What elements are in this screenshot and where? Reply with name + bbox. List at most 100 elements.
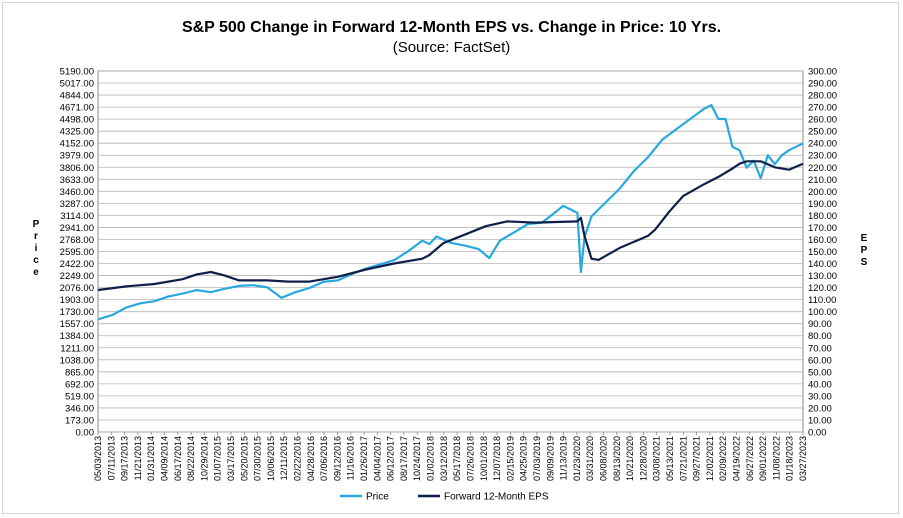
x-tick-label: 11/13/2019 [559,436,569,480]
legend-label-price: Price [366,492,389,503]
x-tick-label: 02/09/2022 [718,436,728,481]
x-tick-label: 12/28/2020 [638,436,648,481]
y-tick-label-left: 2249.00 [60,271,94,282]
y-tick-label-left: 3633.00 [60,175,94,186]
axis-label-letter: P [32,219,40,230]
y-tick-label-right: 240.00 [808,139,837,150]
y-tick-label-left: 5190.00 [60,67,94,78]
y-tick-label-left: 692.00 [65,379,94,390]
y-tick-label-left: 3979.00 [60,151,94,162]
y-tick-label-left: 4325.00 [60,127,94,138]
y-tick-label-left: 1730.00 [60,307,94,318]
x-tick-label: 07/21/2021 [678,436,688,481]
eps-series-line [97,160,804,292]
price-series-line [97,103,804,321]
y-tick-label-right: 90.00 [808,319,832,330]
chart-subtitle: (Source: FactSet) [392,39,511,56]
x-tick-label: 01/31/2014 [146,436,156,481]
x-tick-label: 07/06/2016 [319,436,329,481]
y-tick-label-right: 280.00 [808,91,837,102]
y-tick-label-left: 3806.00 [60,163,94,174]
x-tick-label: 10/06/2015 [266,436,276,481]
x-tick-label: 12/07/2018 [492,436,502,481]
y-tick-label-right: 290.00 [808,79,837,90]
x-tick-label: 09/09/2019 [545,436,555,481]
x-tick-label: 03/17/2015 [226,436,236,481]
x-tick-label: 11/08/2022 [771,436,781,480]
x-tick-label: 06/12/2017 [386,436,396,481]
y-tick-label-right: 170.00 [808,223,837,234]
axis-label-letter: S [860,257,868,268]
y-tick-label-right: 300.00 [808,67,837,78]
x-tick-label: 07/26/2018 [465,436,475,481]
x-tick-label: 12/11/2015 [279,436,289,480]
axis-label-letter: e [33,267,39,278]
x-tick-label: 06/17/2014 [173,436,183,481]
x-tick-label: 05/03/2013 [93,436,103,481]
y-tick-label-left: 519.00 [65,391,94,402]
x-tick-label: 10/21/2020 [625,436,635,481]
axis-label-letter: P [860,245,868,256]
x-tick-label: 09/01/2022 [758,436,768,481]
axis-label-letter: c [33,255,39,266]
x-tick-label: 10/01/2018 [479,436,489,481]
x-tick-label: 03/08/2021 [652,436,662,481]
x-tick-label: 03/12/2018 [439,436,449,481]
x-tick-label: 06/27/2022 [745,436,755,481]
x-tick-label: 09/17/2013 [120,436,130,481]
y-tick-label-right: 260.00 [808,115,837,126]
y-tick-label-left: 865.00 [65,367,94,378]
y-tick-label-left: 4152.00 [60,139,94,150]
x-tick-label: 05/13/2021 [665,436,675,481]
y-tick-label-right: 200.00 [808,187,837,198]
x-tick-label: 01/07/2015 [213,436,223,481]
y-tick-label-right: 220.00 [808,163,837,174]
y-tick-label-right: 100.00 [808,307,837,318]
x-tick-label: 04/28/2016 [306,436,316,481]
x-tick-label: 11/21/2013 [133,436,143,480]
x-tick-label: 03/27/2023 [798,436,808,481]
x-tick-label: 06/08/2020 [598,436,608,481]
x-tick-label: 01/02/2018 [426,436,436,481]
y-tick-label-left: 3460.00 [60,187,94,198]
y-tick-label-left: 1903.00 [60,295,94,306]
y-tick-label-left: 5017.00 [60,79,94,90]
y-tick-label-right: 60.00 [808,355,832,366]
x-tick-label: 07/11/2013 [106,436,116,480]
x-tick-label: 05/20/2015 [239,436,249,481]
y-tick-label-left: 2595.00 [60,247,94,258]
x-tick-label: 01/23/2020 [572,436,582,481]
y-tick-label-left: 4844.00 [60,91,94,102]
y-tick-label-left: 2076.00 [60,283,94,294]
y-tick-label-right: 120.00 [808,283,837,294]
y-tick-label-right: 140.00 [808,259,837,270]
y-tick-label-right: 250.00 [808,127,837,138]
legend-label-eps: Forward 12-Month EPS [444,492,549,503]
x-tick-label: 01/26/2017 [359,436,369,481]
y-tick-label-right: 50.00 [808,367,832,378]
x-tick-label: 08/22/2014 [186,436,196,481]
x-tick-label: 05/17/2018 [452,436,462,481]
axis-label-letter: r [34,231,38,242]
y-tick-label-right: 160.00 [808,235,837,246]
y-tick-label-right: 210.00 [808,175,837,186]
y-tick-label-right: 20.00 [808,403,832,414]
y-tick-label-left: 1038.00 [60,355,94,366]
y-tick-label-right: 80.00 [808,331,832,342]
x-tick-label: 08/17/2017 [399,436,409,481]
y-tick-label-left: 2941.00 [60,223,94,234]
x-tick-label: 02/15/2019 [505,436,515,481]
y-tick-label-right: 130.00 [808,271,837,282]
x-tick-label: 10/24/2017 [412,436,422,481]
axis-label-letter: i [34,243,38,254]
x-tick-label: 04/04/2017 [372,436,382,481]
y-tick-label-left: 2768.00 [60,235,94,246]
y-tick-label-left: 173.00 [65,415,94,426]
y-tick-label-right: 190.00 [808,199,837,210]
y-tick-label-left: 4498.00 [60,115,94,126]
x-tick-label: 04/09/2014 [160,436,170,481]
